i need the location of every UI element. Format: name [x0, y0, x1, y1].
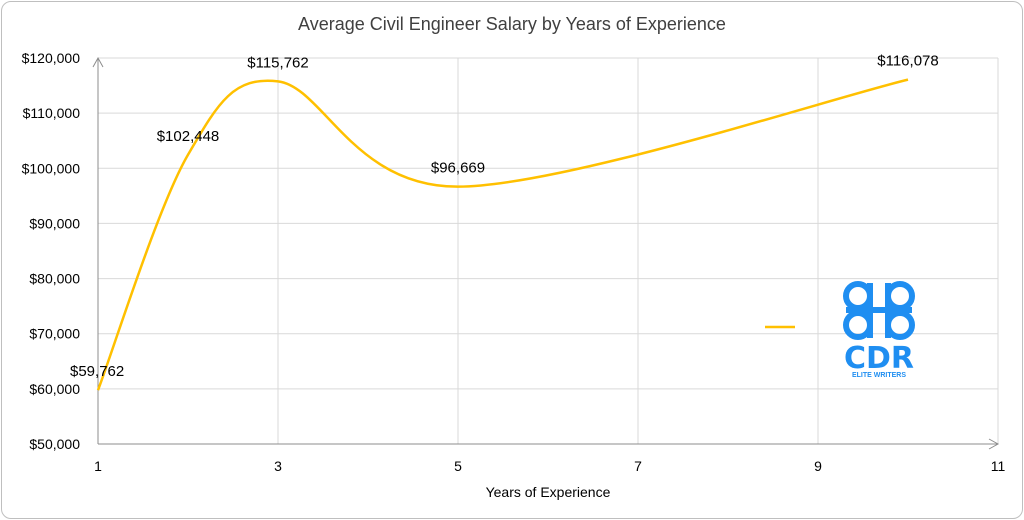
y-tick-label: $90,000 — [29, 215, 80, 231]
logo-subtitle: ELITE WRITERS — [852, 372, 906, 379]
y-tick-label: $50,000 — [29, 436, 80, 452]
x-axis-arrow — [988, 438, 1000, 450]
data-label: $116,078 — [877, 53, 938, 70]
x-tick-label: 5 — [454, 458, 462, 474]
x-tick-label: 11 — [991, 458, 1006, 474]
y-tick-label: $100,000 — [22, 160, 81, 176]
y-tick-label: $60,000 — [29, 381, 80, 397]
x-tick-label: 7 — [634, 458, 642, 474]
data-label: $115,762 — [247, 54, 308, 71]
data-label: $102,448 — [157, 128, 220, 145]
logo-knot-icon — [843, 281, 915, 340]
x-tick-label: 9 — [814, 458, 822, 474]
x-axis-title: Years of Experience — [486, 484, 611, 500]
x-tick-label: 3 — [274, 458, 282, 474]
y-axis-arrow — [92, 56, 104, 68]
x-tick-label: 1 — [94, 458, 102, 474]
logo-text: CDR — [844, 341, 914, 376]
series-line — [96, 78, 909, 391]
y-tick-label: $110,000 — [23, 105, 81, 121]
chart-title: Average Civil Engineer Salary by Years o… — [298, 14, 726, 34]
brand-logo: CDR ELITE WRITERS — [843, 281, 915, 379]
data-label: $96,669 — [431, 160, 485, 177]
y-tick-label: $80,000 — [29, 271, 80, 287]
data-label: $59,762 — [70, 363, 124, 380]
y-tick-label: $120,000 — [22, 50, 81, 66]
y-tick-label: $70,000 — [29, 326, 80, 342]
